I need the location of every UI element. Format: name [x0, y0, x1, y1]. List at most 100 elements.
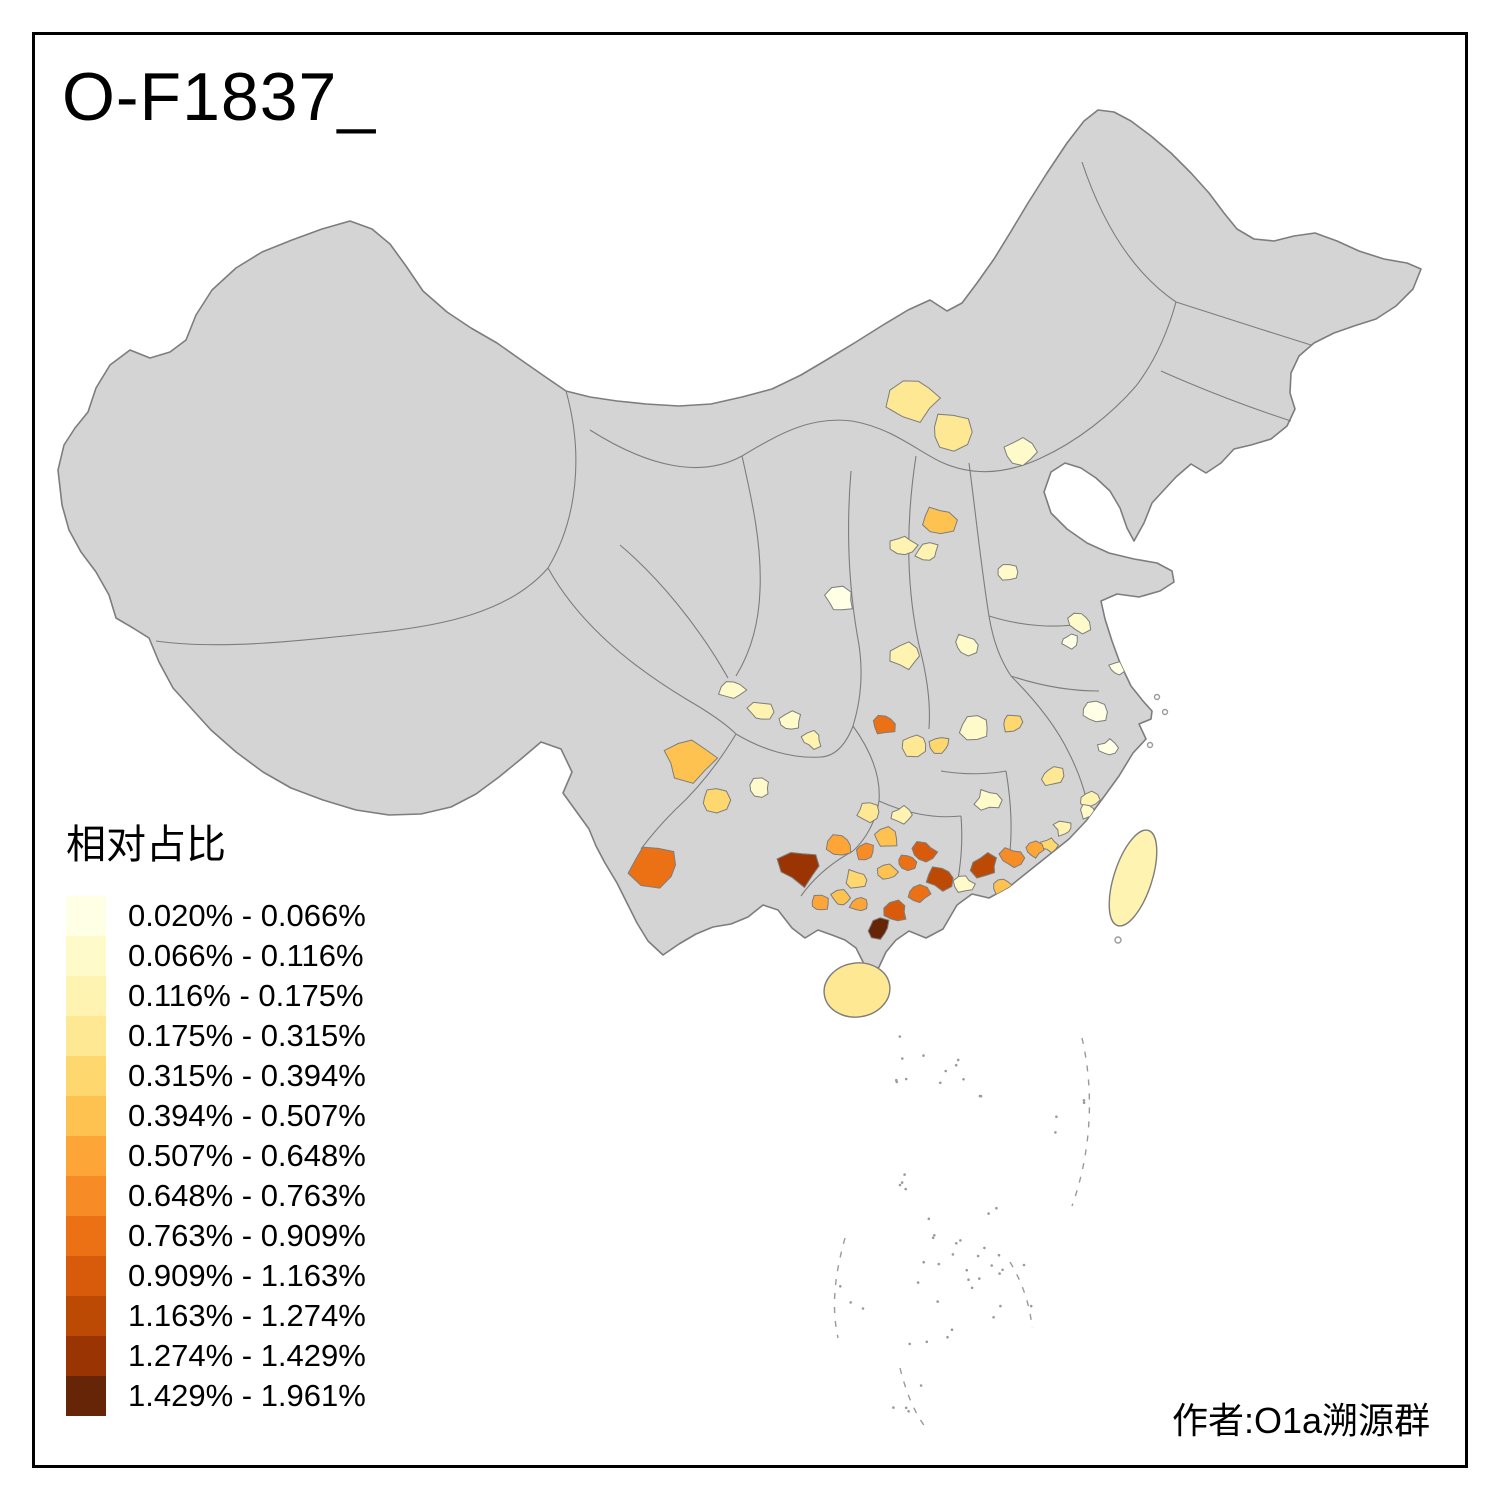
islet-dot [1001, 1268, 1004, 1272]
map-region [856, 802, 880, 824]
legend-row: 1.163% - 1.274% [66, 1296, 366, 1336]
islet-dot [849, 1301, 852, 1304]
islet-dot [967, 1278, 970, 1281]
legend-label: 0.763% - 0.909% [128, 1218, 366, 1253]
islet-dot [861, 1307, 865, 1310]
map-region [749, 777, 769, 798]
legend-rows: 0.020% - 0.066% 0.066% - 0.116% 0.116% - 0… [66, 896, 366, 1416]
islet-dot [892, 1406, 895, 1409]
islet-dot [1055, 1115, 1058, 1118]
map-region [911, 841, 939, 863]
map-region [1052, 820, 1072, 837]
islet-dot [955, 1242, 958, 1245]
islet-dot [922, 1054, 925, 1057]
legend-row: 0.066% - 0.116% [66, 936, 366, 976]
legend-row: 0.648% - 0.763% [66, 1176, 366, 1216]
legend-label: 0.909% - 1.163% [128, 1258, 366, 1293]
islet-dot [900, 1181, 904, 1184]
islet-dot [904, 1406, 908, 1410]
map-region [925, 866, 954, 892]
map-region [958, 715, 988, 741]
legend-label: 0.315% - 0.394% [128, 1058, 366, 1093]
map-region [1061, 633, 1078, 650]
islet-dot [1082, 1099, 1086, 1102]
legend-label: 0.648% - 0.763% [128, 1178, 366, 1213]
islet-dot [992, 1316, 995, 1319]
legend-label: 0.066% - 0.116% [128, 938, 364, 973]
legend-label: 1.429% - 1.961% [128, 1378, 366, 1413]
map-region [848, 896, 868, 912]
legend-label: 0.175% - 0.315% [128, 1018, 366, 1053]
map-region [823, 585, 853, 611]
islet-dot [954, 1063, 958, 1067]
legend-row: 0.020% - 0.066% [66, 896, 366, 936]
islet-dot [933, 1234, 936, 1237]
map-region [901, 734, 927, 758]
islet-dot [916, 1281, 920, 1284]
islet-dot [987, 1212, 990, 1215]
china-landmass [57, 109, 1422, 976]
map-region [969, 851, 998, 879]
islet-dot [970, 1286, 974, 1290]
islet-dot [962, 1078, 965, 1081]
legend-swatch [66, 1096, 106, 1136]
map-region [889, 641, 921, 671]
legend-label: 0.394% - 0.507% [128, 1098, 366, 1133]
islet-dot [965, 1268, 968, 1272]
legend-row: 0.507% - 0.648% [66, 1136, 366, 1176]
map-region [1040, 766, 1065, 787]
legend-swatch [66, 936, 106, 976]
islet-dot [895, 1080, 899, 1084]
map-region [1082, 700, 1108, 723]
islet-dot [951, 1253, 955, 1256]
islet-dot [944, 1069, 947, 1073]
islet-dot [904, 1077, 908, 1081]
islet-dot [1054, 1131, 1057, 1134]
map-region [873, 826, 898, 847]
islet-dot [997, 1253, 1001, 1257]
map-region [855, 842, 874, 861]
map-region [890, 804, 913, 825]
legend-row: 0.116% - 0.175% [66, 976, 366, 1016]
islet-dot [978, 1094, 982, 1098]
map-region [776, 851, 820, 889]
legend-swatch [66, 976, 106, 1016]
islet-dot [898, 1183, 902, 1187]
map-region [889, 535, 919, 556]
map-region [1096, 738, 1120, 756]
map-region [914, 542, 939, 561]
islet-dot [922, 1260, 925, 1264]
islet-dot [903, 1173, 906, 1176]
map-region [907, 883, 932, 904]
map-region [830, 888, 852, 906]
islet-dot [904, 1187, 907, 1191]
map-region [1079, 790, 1101, 809]
map-region [746, 701, 775, 720]
map-region [867, 917, 890, 940]
map-region [717, 681, 748, 699]
islet-dot [978, 1277, 981, 1280]
map-region [1003, 437, 1039, 467]
legend-swatch [66, 1176, 106, 1216]
islet-dot [946, 1335, 949, 1339]
legend-swatch [66, 1136, 106, 1176]
map-region [1067, 612, 1092, 635]
islet-dot [995, 1206, 998, 1210]
legend-label: 0.507% - 0.648% [128, 1138, 366, 1173]
islet-dot [937, 1262, 941, 1266]
map-region [800, 729, 822, 750]
islet-dot [925, 1340, 929, 1344]
map-region [922, 506, 958, 535]
legend-row: 0.909% - 1.163% [66, 1256, 366, 1296]
map-region [898, 854, 918, 872]
map-region [952, 875, 976, 893]
map-region [1003, 714, 1024, 733]
legend-row: 0.175% - 0.315% [66, 1016, 366, 1056]
legend-swatch [66, 1296, 106, 1336]
legend-row: 1.429% - 1.961% [66, 1376, 366, 1416]
islet-dot [999, 1304, 1002, 1308]
map-region [928, 737, 950, 754]
province-boundaries [155, 161, 1312, 897]
map-region [876, 863, 900, 880]
